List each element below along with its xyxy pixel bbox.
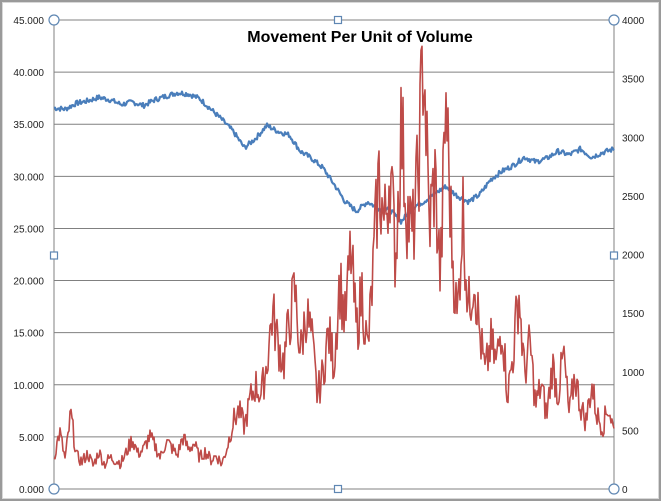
edge-resize-handle[interactable]: [333, 484, 343, 494]
left-tick-label: 5.000: [19, 433, 44, 444]
left-tick-label: 40.000: [13, 68, 44, 79]
edge-resize-handle[interactable]: [49, 251, 59, 260]
right-tick-label: 1000: [622, 368, 645, 379]
left-tick-label: 30.000: [13, 172, 44, 183]
right-tick-label: 3500: [622, 75, 645, 86]
right-tick-label: 4000: [622, 16, 645, 27]
series-layer: [53, 45, 615, 470]
right-tick-label: 1500: [622, 309, 645, 320]
right-tick-label: 3000: [622, 133, 645, 144]
series-line-red: [53, 45, 615, 470]
left-tick-label: 15.000: [13, 329, 44, 340]
right-tick-label: 2500: [622, 192, 645, 203]
selection-handles[interactable]: [48, 14, 620, 495]
series-line-blue: [53, 90, 615, 225]
edge-resize-handle[interactable]: [609, 251, 619, 260]
left-tick-label: 0.000: [19, 485, 44, 496]
left-axis-tick-labels: 0.000 5.000 10.000 15.000 20.000 25.000 30.000…: [13, 16, 44, 496]
left-tick-label: 35.000: [13, 120, 44, 131]
left-tick-label: 25.000: [13, 224, 44, 235]
left-tick-label: 10.000: [13, 381, 44, 392]
right-tick-label: 500: [622, 426, 639, 437]
corner-resize-handle[interactable]: [608, 14, 620, 26]
corner-resize-handle[interactable]: [48, 14, 60, 26]
gridlines: [54, 19, 614, 490]
corner-resize-handle[interactable]: [48, 483, 60, 495]
left-tick-label: 20.000: [13, 277, 44, 288]
plot-area: [53, 20, 615, 489]
right-tick-label: 2000: [622, 251, 645, 262]
right-tick-label: 0: [622, 485, 628, 496]
chart-title: Movement Per Unit of Volume: [247, 29, 473, 46]
edge-resize-handle[interactable]: [333, 15, 343, 25]
corner-resize-handle[interactable]: [608, 483, 620, 495]
left-tick-label: 45.000: [13, 16, 44, 27]
right-axis-tick-labels: 0 500 1000 1500 2000 2500 3000 3500 4000: [622, 16, 645, 496]
